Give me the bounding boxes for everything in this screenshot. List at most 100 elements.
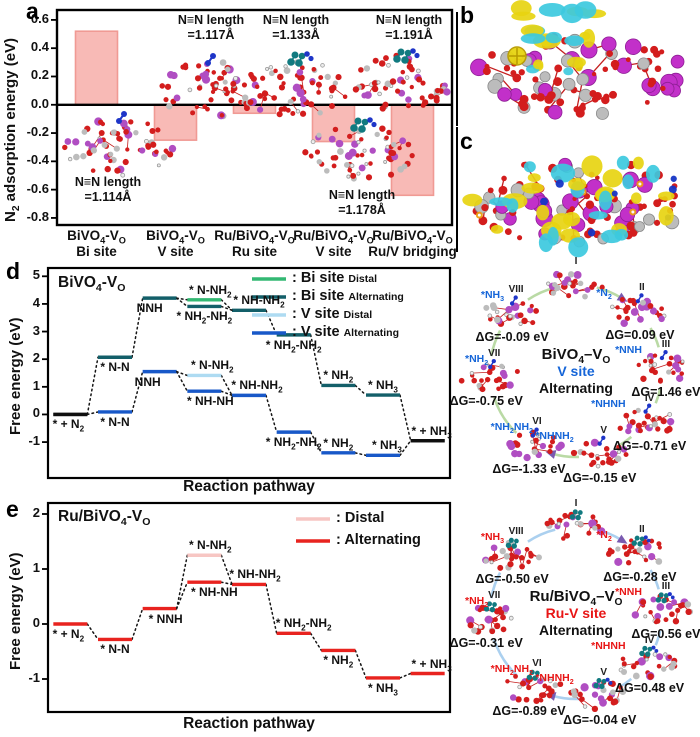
y-tick-label: 0.2 [30, 67, 49, 83]
species-label: * + N2 [52, 417, 85, 434]
x-category-line1: BiVO4-VO [67, 228, 126, 246]
y-tick-label: 0 [32, 405, 40, 421]
species-label: NNH [134, 374, 161, 389]
molecule-cluster [570, 435, 629, 469]
roman-numeral: VIII [508, 526, 524, 538]
delta-g-label: ΔG=-0.31 eV [449, 635, 523, 650]
species-label: * N-NH2 [191, 358, 234, 375]
species-label: * NH2-NH2 [275, 616, 332, 633]
delta-g-label: ΔG=1.46 eV [631, 384, 700, 399]
molecule-cluster [483, 295, 539, 327]
roman-numeral: VII [488, 347, 501, 359]
delta-g-label: ΔG=-0.15 eV [563, 470, 637, 485]
species-label: * NH-NH2 [229, 567, 281, 584]
species-label: * NH3 [368, 378, 398, 395]
cycle-species-label: *NH3 [480, 531, 505, 546]
x-axis-label: Reaction pathway [183, 478, 315, 495]
free-energy-graphics [42, 266, 452, 480]
y-tick-label: -0.6 [26, 180, 49, 196]
cycle-species-label: *N2 [596, 529, 612, 544]
roman-numeral: V [600, 424, 608, 436]
molecule-cluster [62, 111, 177, 178]
species-label: * NH3 [368, 680, 398, 698]
species-label: NNH [136, 301, 163, 316]
delta-g-label: ΔG=-0.75 eV [449, 393, 523, 408]
roman-numeral: VIII [508, 284, 524, 296]
species-label: * + N2 [52, 627, 85, 644]
molecule-cluster [241, 51, 348, 118]
molecule-cluster [159, 53, 257, 120]
roman-numeral: I [574, 256, 578, 267]
species-label: * NH-NH2 [233, 293, 285, 310]
x-category-line1: Ru/BiVO4-VO [372, 228, 453, 246]
legend-entry: : Bi site Distal [292, 270, 377, 286]
y-tick-label: -0.4 [26, 152, 49, 168]
x-category-line2: Ru/V bridging [368, 244, 457, 259]
energy-path-distal [175, 297, 233, 312]
species-label: * NH-NH [190, 585, 238, 600]
y-tick-label: -1 [28, 433, 40, 449]
x-category-line1: BiVO4-VO [146, 228, 205, 246]
molecule-cluster [568, 677, 627, 713]
roman-numeral: III [661, 338, 671, 350]
roman-numeral: I [574, 498, 578, 509]
cycle-center-text: Alternating [539, 622, 613, 638]
molecule-cluster [458, 358, 520, 393]
nn-length-annotation: N≡N length [375, 13, 443, 27]
roman-numeral: V [600, 666, 608, 678]
species-label: * NH-NH2 [231, 378, 283, 395]
cycle-graphics [458, 270, 685, 469]
roman-numeral: VI [532, 416, 542, 428]
cycle-species-label: *NNH [615, 343, 642, 356]
energy-path-distal [175, 553, 233, 610]
nn-length-annotation: N≡N length [328, 188, 396, 202]
delta-g-label: ΔG=0.48 eV [615, 680, 685, 695]
y-tick-label: -0.2 [26, 124, 49, 140]
energy-path [53, 580, 445, 680]
molecule-cluster [617, 403, 675, 435]
panel-label-a: a [26, 0, 39, 24]
cycle-center-text: BiVO4–VO [541, 346, 611, 366]
bar [74, 30, 119, 106]
panel-a-adsorption-bar-chart: 0.6 0.4 0.2 0.0 -0.2 -0.4 -0.6 -0.8 N2 adsorptio… [0, 0, 457, 259]
molecule-cluster [546, 270, 605, 300]
x-category-line2: V site [157, 244, 194, 259]
nn-length-annotation: =1.114Å [84, 190, 132, 204]
cycle-species-label: *NH2 [464, 352, 489, 368]
cycle-graphics [466, 509, 694, 713]
nn-length-annotation: N≡N length [177, 13, 245, 27]
roman-numeral: IV [644, 634, 655, 646]
panel-d-free-energy-diagram-bivo4: 5 4 3 2 1 0 -1 Free energy (eV) Reaction pathway… [0, 257, 455, 495]
molecule-cluster [466, 601, 514, 635]
y-tick-label: 0.0 [30, 95, 49, 111]
y-tick-label: 0.6 [30, 10, 49, 26]
cycle-species-label: *NH2NH2 [490, 421, 533, 436]
nn-length-annotation: N≡N length [262, 13, 330, 27]
y-tick-label: 0 [32, 615, 40, 630]
molecule-cluster [352, 48, 451, 112]
delta-g-label: ΔG=-0.50 eV [475, 572, 549, 587]
roman-numeral: II [639, 282, 645, 294]
cycle-species-label: *NHNH [591, 639, 626, 652]
cycle-species-label: *NHNH2 [535, 429, 574, 444]
bar [232, 103, 277, 115]
nn-length-annotation: =1.117Å [187, 28, 235, 42]
reaction-cycle-bivo4-v-site: I II *N2 ΔG=0.09 eV III *NNH ΔG=1.46 eV IV *NHNH… [450, 256, 700, 495]
roman-numeral: VII [488, 589, 501, 601]
x-category-line1: Ru/BiVO4-VO [214, 228, 295, 246]
species-label: * NH2 [323, 368, 354, 385]
structure-c [456, 127, 680, 258]
cycle-species-label: *NH2 [464, 594, 489, 610]
y-tick-label: -0.8 [26, 208, 49, 224]
nn-length-annotation: =1.133Å [272, 28, 320, 42]
energy-path-distal [175, 370, 233, 397]
delta-g-label: ΔG=-0.89 eV [492, 704, 566, 719]
energy-path [53, 369, 445, 458]
cycle-species-label: *NHNH2 [535, 671, 574, 686]
legend-entry: : V site Alternating [292, 324, 399, 340]
cycle-center-text: Ru/BiVO4–VO [529, 588, 623, 608]
species-label: * N-N [100, 642, 130, 657]
cycle-species-label: *NH3 [480, 289, 505, 304]
y-tick-label: 5 [32, 267, 40, 283]
y-tick-label: 2 [32, 505, 40, 520]
